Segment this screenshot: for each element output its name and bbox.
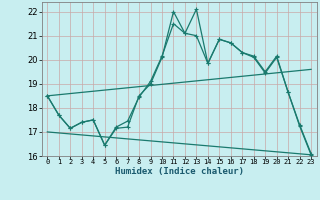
X-axis label: Humidex (Indice chaleur): Humidex (Indice chaleur) bbox=[115, 167, 244, 176]
